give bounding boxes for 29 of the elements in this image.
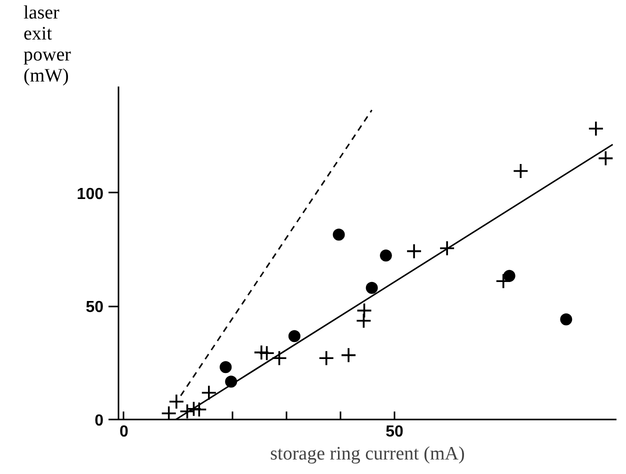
point — [288, 330, 300, 342]
point — [560, 313, 572, 326]
point — [356, 312, 372, 329]
point — [271, 350, 288, 366]
y-tick-label: 100 — [76, 186, 104, 203]
point — [318, 350, 334, 366]
point — [356, 302, 372, 318]
y-axis-title: laser exit power (mW) — [24, 2, 72, 86]
point — [406, 243, 422, 260]
y-tick-label: 0 — [94, 412, 104, 430]
point — [160, 405, 177, 420]
point — [380, 250, 392, 262]
point — [258, 345, 275, 362]
point — [512, 163, 529, 179]
point — [220, 361, 232, 374]
point — [254, 344, 270, 360]
point — [503, 270, 516, 282]
point — [201, 384, 217, 401]
point — [495, 273, 512, 289]
point — [598, 150, 614, 166]
point — [332, 228, 345, 241]
point — [168, 394, 184, 410]
point — [439, 240, 455, 256]
point — [588, 120, 604, 137]
x-axis-title: storage ring current (mA) — [270, 444, 465, 464]
point — [191, 402, 208, 418]
y-tick-label: 50 — [86, 299, 104, 316]
point — [366, 282, 378, 294]
point — [340, 347, 356, 364]
